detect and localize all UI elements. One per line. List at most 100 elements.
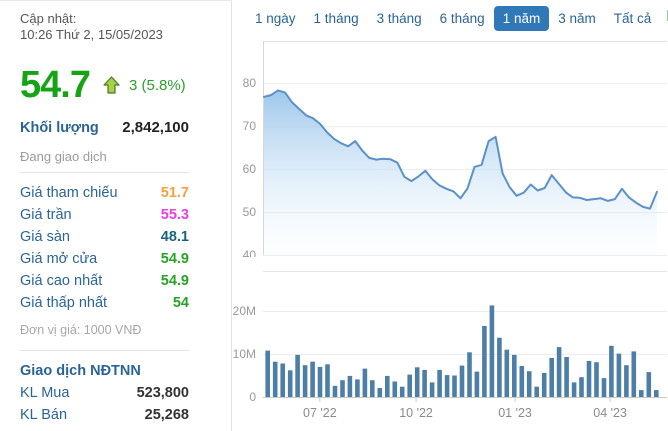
- volume-bar: [609, 345, 614, 397]
- volume-bar: [549, 357, 554, 397]
- price-info-row: Giá cao nhất 54.9: [20, 270, 189, 292]
- volume-bar: [452, 375, 457, 397]
- tab-3-nam[interactable]: 3 năm: [549, 6, 605, 31]
- y-axis-label: 50: [243, 205, 257, 219]
- volume-bar: [392, 381, 398, 397]
- change-value: 3 (5.8%): [128, 76, 186, 94]
- row-value: 54.9: [160, 273, 189, 289]
- price-info-row: Giá thấp nhất 54: [20, 292, 189, 314]
- volume-bar: [377, 388, 383, 397]
- row-label: KL Mua: [20, 385, 70, 401]
- volume-bar: [414, 367, 420, 397]
- volume-bar: [310, 361, 315, 397]
- volume-bar: [579, 377, 584, 397]
- time-range-tabs: 1 ngày 1 tháng 3 tháng 6 tháng 1 năm 3 năm Tất…: [246, 6, 668, 31]
- volume-bar: [512, 354, 517, 397]
- volume-bar: [385, 375, 390, 397]
- current-price-row: 54.7 3 (5.8%): [20, 64, 189, 106]
- volume-bar: [564, 357, 569, 397]
- foreign-trading-title: Giao dịch NĐTNN: [20, 363, 141, 379]
- tab-1-nam[interactable]: 1 năm: [493, 6, 550, 31]
- volume-bar: [594, 362, 599, 397]
- foreign-trading-row: KL Bán 25,268: [20, 404, 189, 426]
- y-axis-label: 0: [249, 390, 256, 404]
- volume-bar: [265, 350, 270, 397]
- volume-bar: [272, 361, 278, 397]
- volume-bar: [482, 326, 487, 397]
- tab-1-ngay[interactable]: 1 ngày: [246, 6, 305, 31]
- x-axis-label: 07 '22: [303, 406, 337, 420]
- volume-bar: [646, 372, 652, 397]
- row-value: 54: [172, 295, 189, 311]
- tab-1-thang[interactable]: 1 tháng: [305, 6, 368, 31]
- y-axis-label: 60: [243, 162, 257, 176]
- volume-bar: [654, 390, 659, 397]
- volume-bar: [340, 380, 345, 397]
- volume-bar: [541, 372, 547, 397]
- volume-bar: [422, 369, 427, 397]
- price-line: [263, 89, 658, 210]
- tab-6-thang[interactable]: 6 tháng: [431, 6, 494, 31]
- price-detail-table: Giá tham chiếu 51.7 Giá trần 55.3 Giá sàn 48.…: [20, 182, 189, 314]
- volume-bar: [519, 366, 525, 397]
- volume-bar: [616, 353, 622, 397]
- volume-bar: [429, 382, 435, 397]
- x-axis-label: 10 '22: [399, 406, 433, 420]
- row-value: 54.9: [160, 251, 189, 267]
- x-axis-label: 04 '23: [593, 406, 627, 420]
- update-time: 10:26 Thứ 2, 15/05/2023: [20, 27, 163, 42]
- volume-bar: [407, 374, 412, 397]
- current-price: 54.7: [20, 64, 91, 106]
- row-value: 523,800: [136, 385, 189, 401]
- volume-bar: [497, 337, 502, 397]
- volume-bar: [302, 365, 308, 397]
- tab-3-thang[interactable]: 3 tháng: [368, 6, 431, 31]
- volume-bar: [347, 375, 353, 397]
- x-axis-label: 01 '23: [498, 406, 532, 420]
- y-axis-label: 70: [243, 119, 257, 133]
- volume-bar: [459, 365, 465, 397]
- volume-bar: [399, 386, 405, 397]
- price-info-row: Giá tham chiếu 51.7: [20, 182, 189, 204]
- volume-bar: [571, 382, 577, 397]
- volume-bar: [504, 349, 510, 397]
- volume-bar: [325, 364, 330, 397]
- volume-bar: [586, 360, 592, 397]
- y-axis-label: 80: [243, 76, 257, 90]
- volume-bar: [489, 305, 495, 397]
- volume-bar: [526, 371, 532, 397]
- price-change: 3 (5.8%): [103, 76, 186, 94]
- foreign-trading-row: KL Mua 523,800: [20, 382, 189, 404]
- price-info-row: Giá sàn 48.1: [20, 226, 189, 248]
- row-label: Giá sàn: [20, 229, 70, 245]
- price-area-chart: 40 50 60 70 80: [243, 41, 667, 257]
- volume-bar: [280, 363, 285, 397]
- volume-bar: [639, 390, 644, 397]
- volume-value: 2,842,100: [122, 119, 189, 136]
- volume-bar: [624, 365, 629, 397]
- volume-bar: [362, 368, 368, 397]
- volume-bar: [437, 369, 442, 397]
- volume-bar: [534, 386, 539, 397]
- update-label: Cập nhật:: [20, 11, 77, 26]
- up-arrow-icon: [103, 76, 120, 94]
- price-area-fill: [264, 90, 657, 256]
- volume-bar: [556, 347, 562, 397]
- row-label: Giá mở cửa: [20, 251, 98, 267]
- foreign-trading-table: KL Mua 523,800 KL Bán 25,268: [20, 382, 189, 426]
- row-label: Giá tham chiếu: [20, 185, 118, 201]
- divider: [20, 172, 189, 173]
- price-info-row: Giá trần 55.3: [20, 204, 189, 226]
- volume-bar: [355, 379, 360, 397]
- row-label: Giá trần: [20, 207, 72, 223]
- row-value: 48.1: [160, 229, 189, 245]
- price-info-sidebar: Cập nhật: 10:26 Thứ 2, 15/05/2023 54.7 3…: [0, 0, 232, 431]
- volume-bar: [287, 370, 293, 397]
- row-label: Giá cao nhất: [20, 273, 103, 289]
- y-axis-label: 20M: [233, 304, 256, 318]
- volume-bar: [317, 366, 323, 397]
- volume-bar: [295, 354, 300, 397]
- tab-tat-ca[interactable]: Tất cả: [605, 6, 661, 31]
- y-axis-label: 10M: [233, 347, 256, 361]
